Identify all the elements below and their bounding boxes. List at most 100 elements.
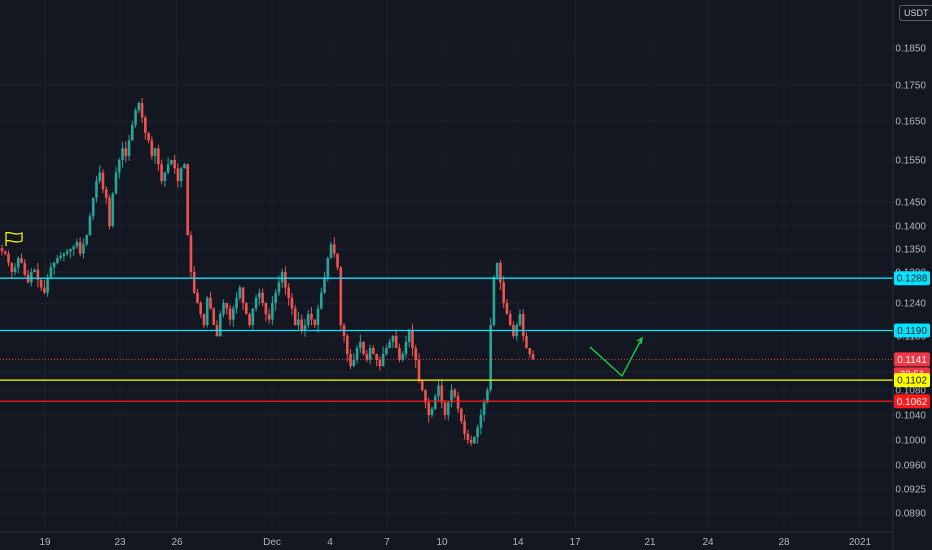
candle (62, 252, 66, 262)
candle-body (114, 172, 118, 194)
candle-body (205, 297, 209, 325)
candle-body (134, 110, 137, 125)
candle (59, 251, 62, 261)
candle-body (385, 348, 388, 354)
candle (339, 266, 343, 331)
candle-body (469, 440, 473, 444)
candle (388, 338, 391, 349)
candle-body (235, 297, 238, 309)
candle-body (111, 193, 115, 226)
candle (528, 347, 532, 359)
candle (401, 351, 404, 362)
x-tick-label: 2021 (849, 537, 872, 548)
candle (466, 429, 470, 444)
candle-body (411, 330, 414, 348)
candle (52, 261, 56, 275)
y-tick-label: 0.1240 (895, 299, 926, 310)
candle (117, 158, 121, 179)
candle (43, 279, 46, 295)
candle (352, 353, 356, 368)
candle-body (82, 244, 85, 254)
candle-body (378, 360, 382, 366)
candle-body (463, 421, 466, 434)
candle (414, 344, 418, 368)
candle (13, 263, 17, 276)
candle-body (261, 292, 264, 303)
candle (205, 296, 209, 328)
candle-body (251, 308, 255, 325)
candle-body (30, 272, 33, 283)
candle (290, 292, 294, 316)
candle-body (528, 348, 532, 354)
candle (287, 283, 290, 306)
candle-body (108, 197, 111, 226)
x-tick-label: 4 (327, 537, 333, 548)
candle (391, 335, 395, 349)
candle-body (157, 148, 160, 165)
candle (183, 162, 186, 169)
candle-body (424, 390, 427, 403)
candle (258, 288, 261, 305)
candle-body (352, 360, 356, 366)
candle (365, 349, 369, 363)
candle (499, 260, 502, 291)
candle-body (179, 168, 183, 181)
candle (531, 350, 535, 360)
candle (228, 304, 232, 326)
candle-body (75, 242, 79, 247)
candle (95, 175, 98, 203)
candle-body (349, 354, 352, 366)
candle-body (525, 336, 528, 348)
candle-body (43, 287, 46, 293)
candle (424, 389, 427, 409)
candle-body (479, 415, 483, 428)
candle (313, 319, 317, 328)
candle (140, 97, 144, 123)
candle (404, 335, 408, 359)
candle (134, 107, 137, 128)
candle-body (271, 303, 274, 320)
currency-badge[interactable]: USDT (899, 5, 932, 21)
candle-body (293, 308, 297, 325)
candle (241, 286, 245, 311)
candle (505, 298, 509, 315)
candle (482, 398, 486, 422)
candle (75, 238, 79, 249)
y-tick-label: 0.1000 (895, 436, 926, 447)
badge-lower-cyan-label: 0.1190 (897, 326, 927, 337)
candle (88, 212, 92, 236)
candle (359, 334, 362, 353)
candle (443, 400, 447, 420)
candle (176, 163, 180, 188)
candle-body (407, 330, 411, 342)
candle-body (489, 325, 492, 390)
candle-body (20, 258, 23, 263)
candle-body (264, 303, 268, 314)
candle (39, 278, 43, 291)
candle-body (140, 103, 144, 118)
candle (447, 401, 450, 421)
candle-body (355, 348, 359, 360)
horizontal-levels[interactable] (0, 277, 893, 402)
candle (316, 304, 320, 333)
candle-body (306, 314, 310, 325)
candle-body (316, 308, 320, 325)
candle (326, 256, 330, 282)
candle-body (372, 348, 375, 354)
drawings[interactable] (5, 231, 643, 378)
candle (508, 310, 512, 327)
x-tick-label: 21 (644, 537, 656, 548)
candle-body (166, 164, 170, 173)
candle-body (505, 303, 509, 314)
y-tick-label: 0.1850 (895, 44, 926, 55)
candle (196, 288, 199, 304)
time-axis[interactable]: 19 23 26 Dec 4 7 10 14 17 21 24 28 2021 (0, 531, 893, 548)
candle-body (359, 342, 362, 348)
candle (417, 353, 421, 384)
x-tick-label: 14 (512, 537, 524, 548)
candle (222, 299, 225, 318)
candle-body (466, 433, 470, 440)
candle-body (248, 314, 251, 325)
